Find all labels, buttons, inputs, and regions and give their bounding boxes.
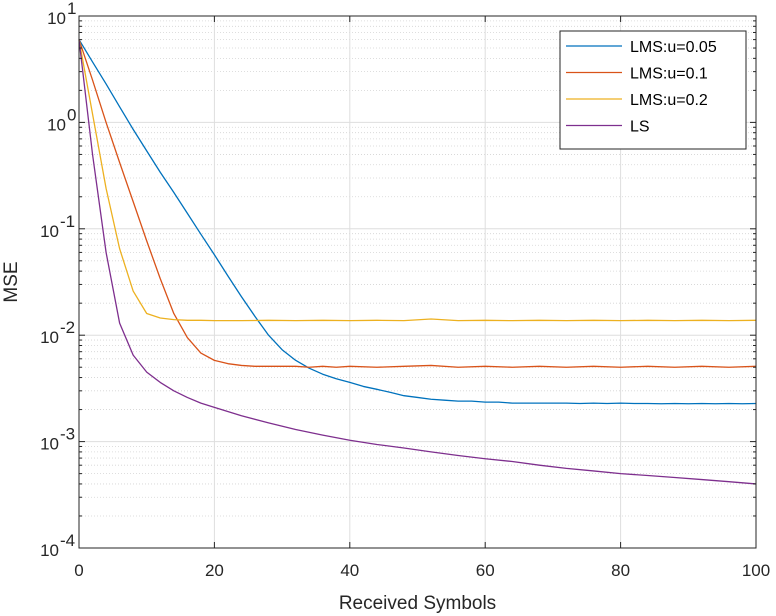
- y-tick-label: 10-3: [40, 425, 75, 454]
- x-tick-labels: 0 20 40 60 80 100: [74, 561, 770, 580]
- tick-marks: [78, 15, 757, 549]
- series-line-2: [78, 39, 757, 368]
- y-tick-base: 10: [40, 222, 59, 241]
- series-line-1: [78, 39, 757, 405]
- y-tick-label: 100: [47, 105, 76, 134]
- y-tick-base: 10: [47, 9, 66, 28]
- legend-label: LMS:u=0.1: [630, 66, 708, 83]
- x-tick-label: 60: [476, 561, 495, 580]
- legend-label: LMS:u=0.2: [630, 92, 708, 109]
- x-tick-label: 0: [74, 561, 83, 580]
- x-axis-label: Received Symbols: [339, 593, 496, 614]
- y-tick-exponent: -2: [60, 318, 75, 337]
- y-tick-label: 10-2: [40, 318, 75, 347]
- y-tick-base: 10: [40, 435, 59, 454]
- y-tick-exponent: 1: [67, 0, 76, 18]
- y-axis-label: MSE: [1, 261, 22, 302]
- y-tick-exponent: -4: [60, 531, 75, 550]
- y-tick-label: 101: [47, 0, 76, 28]
- series-line-3: [78, 39, 757, 322]
- plot-frame: [78, 15, 757, 549]
- x-tick-label: 20: [205, 561, 224, 580]
- legend-label: LS: [630, 119, 650, 136]
- legend: LMS:u=0.05 LMS:u=0.1 LMS:u=0.2 LS: [559, 30, 747, 150]
- series-line-4: [78, 39, 757, 485]
- legend-label: LMS:u=0.05: [630, 39, 717, 56]
- y-tick-exponent: -3: [60, 425, 75, 444]
- legend-box: [559, 30, 747, 150]
- y-tick-exponent: 0: [67, 105, 76, 124]
- y-tick-base: 10: [40, 328, 59, 347]
- y-tick-label: 10-4: [40, 531, 75, 560]
- series-layer: [78, 39, 757, 485]
- x-tick-label: 40: [340, 561, 359, 580]
- y-tick-base: 10: [47, 115, 66, 134]
- y-tick-base: 10: [40, 541, 59, 560]
- y-tick-label: 10-1: [40, 212, 75, 241]
- x-tick-label: 80: [611, 561, 630, 580]
- y-tick-exponent: -1: [60, 212, 75, 231]
- x-tick-label: 100: [742, 561, 770, 580]
